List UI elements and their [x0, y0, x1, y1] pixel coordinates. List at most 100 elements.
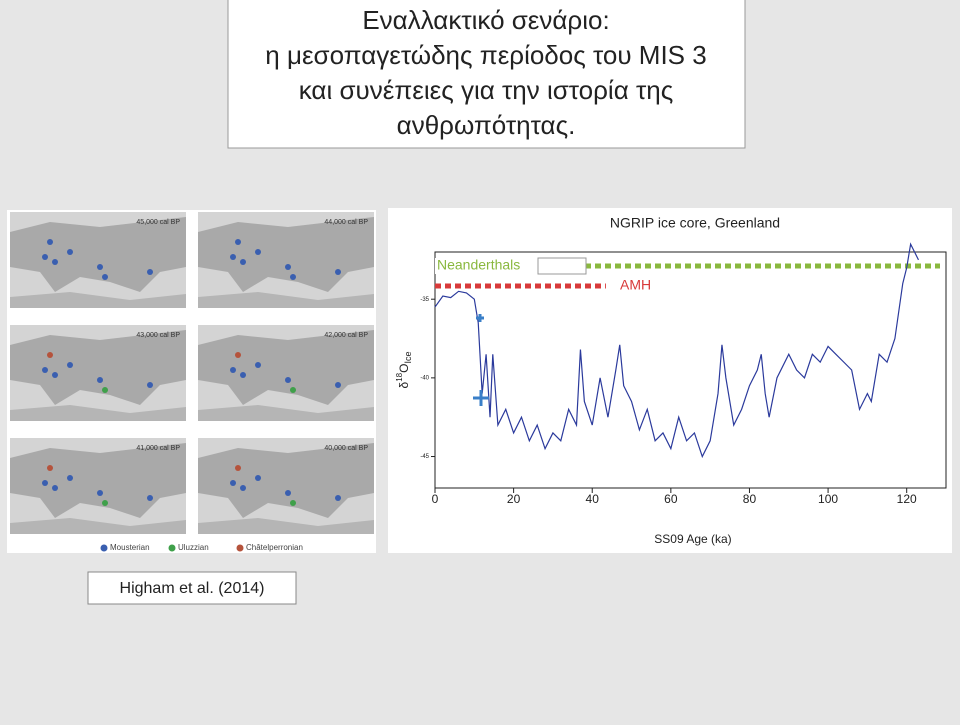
title-line: και συνέπειες για την ιστορία της: [299, 75, 673, 105]
map-site: [67, 475, 73, 481]
map-label: 43,000 cal BP: [136, 332, 180, 339]
map-land: [10, 217, 186, 292]
map-site: [102, 387, 108, 393]
title-box: [227, 0, 746, 149]
map-site: [67, 249, 73, 255]
map-site: [147, 269, 153, 275]
map-land: [198, 330, 374, 405]
map-site: [47, 465, 53, 471]
map-africa: [198, 405, 374, 421]
y-axis-label-part: δ: [397, 381, 411, 388]
y-axis-label-part: O: [397, 364, 411, 373]
map-site: [255, 249, 261, 255]
map-site: [97, 264, 103, 270]
x-tick-label: 100: [818, 492, 838, 506]
map-site: [147, 382, 153, 388]
period-label-bg: [618, 278, 652, 294]
map-site: [240, 372, 246, 378]
map-site: [230, 254, 236, 260]
map-label: 45,000 cal BP: [136, 219, 180, 226]
map-land: [10, 330, 186, 405]
plot-frame: [434, 251, 947, 489]
map-site: [97, 490, 103, 496]
map-site: [255, 475, 261, 481]
citation-box: [87, 571, 297, 605]
map-site: [235, 352, 241, 358]
maps: 45,000 cal BP 44,000 cal BP 43,000 cal BP 4…: [10, 212, 374, 552]
map-site: [235, 465, 241, 471]
legend-swatch: [100, 544, 108, 552]
label-box: [537, 257, 587, 275]
map-site: [47, 352, 53, 358]
data-line: [434, 242, 920, 459]
map-africa: [198, 292, 374, 308]
map-site: [285, 490, 291, 496]
map-site: [290, 500, 296, 506]
map-site: [335, 382, 341, 388]
map-site: [230, 367, 236, 373]
title: Εναλλακτικό σενάριο: η μεσοπαγετώδης περί…: [265, 5, 706, 140]
y-axis-label-part: Ice: [403, 352, 413, 364]
map-label: 44,000 cal BP: [324, 219, 368, 226]
chart-title: NGRIP ice core, Greenland: [610, 215, 780, 231]
map-site: [67, 362, 73, 368]
map-site: [240, 485, 246, 491]
y-axis-label: δ18OIce: [395, 352, 413, 389]
map-site: [230, 480, 236, 486]
map-africa: [10, 405, 186, 421]
title-line: Εναλλακτικό σενάριο:: [362, 5, 609, 35]
map-site: [335, 269, 341, 275]
x-tick-label: 80: [743, 492, 757, 506]
map-africa: [198, 518, 374, 534]
map-site: [285, 377, 291, 383]
map-africa: [10, 292, 186, 308]
legend-label: Uluzzian: [178, 543, 209, 552]
map-site: [42, 254, 48, 260]
title-line: ανθρωπότητας.: [397, 110, 576, 140]
x-tick-label: 60: [664, 492, 678, 506]
map-site: [97, 377, 103, 383]
map-site: [42, 367, 48, 373]
map-site: [290, 387, 296, 393]
map-label: 42,000 cal BP: [324, 332, 368, 339]
map-label: 40,000 cal BP: [324, 445, 368, 452]
map-africa: [10, 518, 186, 534]
period-label: Neanderthals: [437, 257, 520, 273]
legend-swatch: [168, 544, 176, 552]
x-tick-label: 20: [507, 492, 521, 506]
map-site: [235, 239, 241, 245]
map-site: [47, 239, 53, 245]
map-site: [290, 274, 296, 280]
y-tick-label: -45: [420, 454, 429, 460]
legend-swatch: [236, 544, 244, 552]
y-tick-label: -40: [420, 375, 429, 381]
legend-label: Châtelperronian: [246, 543, 303, 552]
map-land: [10, 443, 186, 518]
x-axis-label: SS09 Age (ka): [654, 532, 731, 546]
map-site: [52, 372, 58, 378]
map-site: [255, 362, 261, 368]
period-label-bg: [435, 258, 545, 274]
map-site: [102, 500, 108, 506]
map-site: [335, 495, 341, 501]
period-label: AMH: [620, 277, 651, 293]
map-land: [198, 217, 374, 292]
map-site: [147, 495, 153, 501]
legend-label: Mousterian: [110, 543, 150, 552]
x-tick-label: 120: [897, 492, 917, 506]
map-site: [52, 485, 58, 491]
citation: Higham et al. (2014): [120, 580, 265, 597]
title-line: η μεσοπαγετώδης περίοδος του MIS 3: [265, 40, 706, 70]
map-label: 41,000 cal BP: [136, 445, 180, 452]
x-tick-label: 0: [432, 492, 439, 506]
map-site: [102, 274, 108, 280]
y-tick-label: -35: [420, 297, 429, 303]
map-site: [240, 259, 246, 265]
map-site: [52, 259, 58, 265]
y-axis-label-part: 18: [395, 372, 404, 381]
map-land: [198, 443, 374, 518]
map-site: [285, 264, 291, 270]
